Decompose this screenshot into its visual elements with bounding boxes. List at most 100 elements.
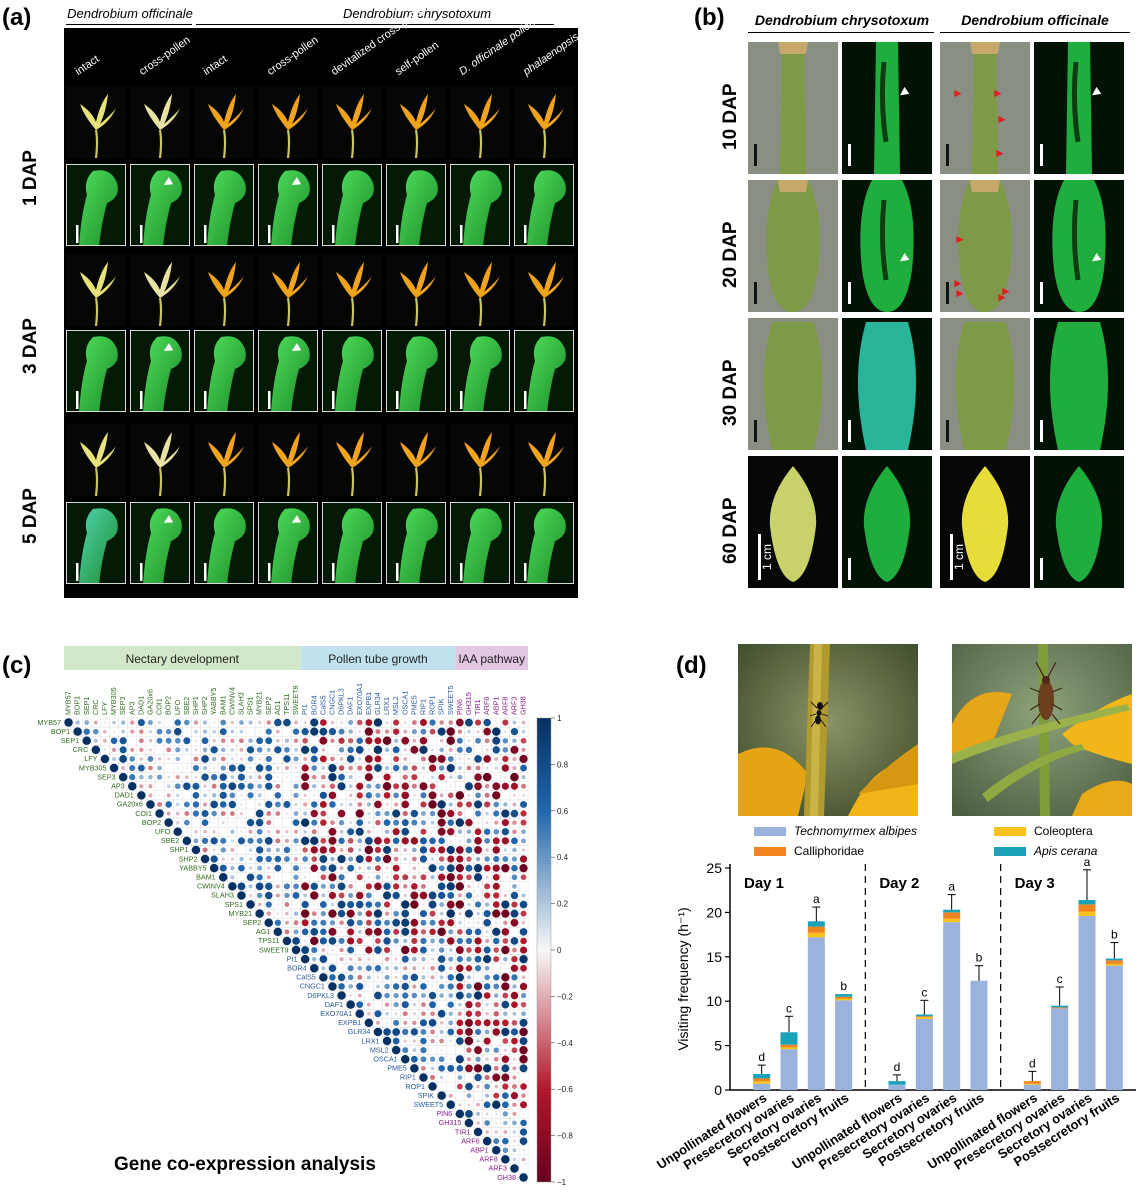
correlation-dot [484,1029,490,1035]
correlation-dot [495,1112,498,1116]
fluorescence-photo [386,502,446,584]
red-arrow-indicator: ► [992,86,1004,100]
correlation-dot [485,821,489,825]
correlation-dot [184,719,190,726]
correlation-dot [483,1019,491,1027]
correlation-dot [367,985,370,988]
correlation-dot [228,800,237,809]
correlation-dot [321,748,326,752]
correlation-dot [320,774,326,780]
correlation-dot [412,956,417,962]
correlation-dot [312,784,317,789]
correlation-dot [319,955,328,963]
correlation-dot [492,873,500,881]
correlation-dot [283,755,291,763]
significance-letter: a [1084,855,1091,869]
correlation-dot [211,756,217,762]
correlation-dot [474,1028,482,1036]
column-gene-label: SWEET9 [291,685,300,715]
correlation-dot [274,746,282,754]
correlation-dot [455,818,465,827]
correlation-dot [513,793,516,797]
correlation-dot [337,809,346,818]
correlation-dot [385,866,389,870]
correlation-dot [484,1074,490,1081]
correlation-dot [356,792,363,799]
correlation-dot [366,975,371,980]
column-gene-label: SBE2 [182,697,191,715]
correlation-dot [374,856,381,863]
correlation-dot [465,818,473,827]
correlation-dot [428,1019,437,1027]
flower-photo [130,254,190,326]
correlation-dot [266,911,271,916]
correlation-dot [512,1075,517,1080]
matrix-cell [345,872,356,882]
correlation-dot [466,992,472,999]
correlation-dot [420,1037,427,1045]
correlation-dot [475,856,481,862]
matrix-cell [427,1045,438,1055]
correlation-dot [492,782,501,791]
column-gene-label: GH38 [519,696,528,715]
correlation-dot [240,794,243,797]
flower-photo [66,254,126,326]
correlation-dot [176,821,180,825]
correlation-dot [503,956,508,962]
correlation-dot [428,764,437,772]
correlation-dot [293,783,299,789]
matrix-cell [518,1072,529,1083]
correlation-dot [485,1057,489,1061]
correlation-dot [430,775,435,779]
correlation-dot [483,1037,491,1045]
correlation-dot [484,801,491,808]
correlation-dot [429,1056,436,1062]
column-gene-label: ABP1 [491,697,500,715]
correlation-dot [339,947,344,953]
correlation-dot [465,1028,473,1036]
correlation-dot [340,930,343,933]
correlation-dot [429,728,436,735]
correlation-dot [437,955,446,963]
correlation-dot [492,864,500,872]
row-gene-label: ARF3 [489,1164,507,1173]
red-arrow-indicator: ► [996,290,1008,304]
correlation-dot [502,1038,509,1044]
correlation-dot [392,728,400,735]
correlation-dot [364,773,373,782]
correlation-dot [275,847,281,853]
correlation-dot [131,739,134,742]
correlation-dot [374,991,382,1000]
correlation-dot [303,829,307,834]
correlation-dot [347,974,354,981]
row-gene-label: UFO [155,827,171,836]
correlation-dot [401,955,409,963]
correlation-dot [438,983,445,990]
correlation-dot [148,765,153,771]
correlation-dot [512,1130,517,1134]
scale-bar [1040,420,1043,442]
correlation-dot [339,957,344,962]
correlation-dot [348,729,353,734]
correlation-dot [328,772,337,782]
matrix-cell [491,963,502,974]
row-gene-label: SEP1 [61,736,79,745]
correlation-dot [401,800,410,809]
correlation-dot [157,802,162,807]
correlation-dot [502,1019,509,1027]
correlation-dot [502,737,509,744]
correlation-dot [202,847,208,853]
correlation-dot [320,810,327,817]
correlation-dot [284,902,290,907]
correlation-dot [476,730,480,734]
correlation-dot [319,755,327,763]
correlation-dot [256,892,263,899]
red-arrow-indicator: ► [952,276,964,290]
row-gene-label: SLAH3 [211,891,234,900]
correlation-dot [118,772,128,782]
matrix-cell [373,826,383,837]
correlation-dot [455,1055,464,1064]
correlation-dot [446,763,455,773]
correlation-dot [512,947,517,953]
correlation-dot [493,983,500,990]
